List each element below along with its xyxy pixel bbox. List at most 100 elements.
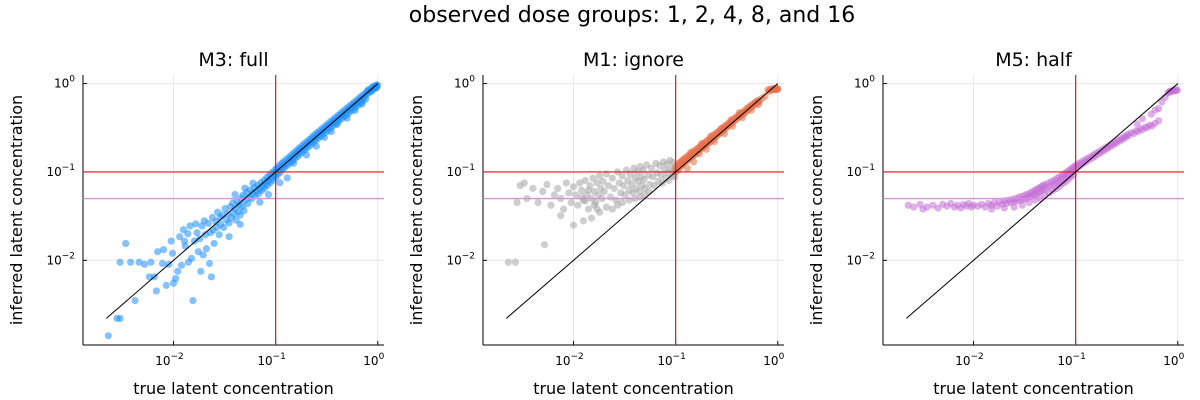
scatter-point — [604, 182, 613, 190]
scatter-point — [1173, 86, 1181, 94]
scatter-point — [126, 258, 135, 266]
scatter-point — [647, 164, 656, 172]
scatter-point — [774, 85, 782, 93]
scatter-point — [513, 198, 521, 207]
scatter-point — [640, 175, 648, 184]
panel-title: M5: half — [995, 49, 1073, 71]
x-tick-label: 10−1 — [657, 352, 686, 368]
identity-line — [906, 83, 1179, 319]
x-axis-label: true latent concentration — [133, 379, 334, 398]
scatter-point — [595, 172, 604, 180]
scatter-point — [610, 184, 618, 193]
scatter-point — [152, 287, 160, 295]
scatter-point — [560, 205, 568, 213]
x-tick-label: 100 — [763, 352, 784, 368]
y-axis-label: inferred latent concentration — [7, 95, 26, 325]
x-tick-label: 100 — [1163, 352, 1184, 368]
scatter-point — [576, 179, 584, 187]
scatter-point — [702, 145, 711, 153]
scatter-point — [145, 273, 153, 281]
scatter-point — [351, 106, 359, 115]
scatter-point — [241, 184, 249, 192]
scatter-point — [204, 219, 213, 227]
scatter-point — [162, 281, 170, 289]
y-tick-label: 10−1 — [446, 163, 475, 179]
scatter-point — [602, 203, 611, 211]
x-axis-label: true latent concentration — [933, 379, 1134, 398]
scatter-point — [240, 207, 248, 215]
scatter-point — [683, 164, 691, 172]
scatter-point — [562, 179, 570, 187]
scatter-point — [174, 267, 182, 275]
x-tick-label: 10−2 — [955, 352, 984, 368]
scatter-point — [147, 258, 155, 266]
scatter-point — [577, 186, 586, 194]
scatter-point — [686, 149, 695, 157]
scatter-point — [572, 191, 580, 199]
scatter-point — [276, 179, 284, 187]
scatter-point — [158, 259, 167, 268]
scatter-point — [176, 233, 184, 241]
scatter-point — [333, 120, 341, 128]
y-axis-label: inferred latent concentration — [807, 95, 826, 325]
identity-line — [106, 83, 379, 319]
scatter-point — [569, 183, 578, 191]
scatter-point — [1025, 198, 1033, 207]
scatter-point — [550, 191, 558, 199]
scatter-point — [635, 187, 643, 196]
scatter-point — [707, 132, 715, 140]
scatter-point — [1138, 115, 1146, 123]
x-tick-label: 10−1 — [1057, 352, 1086, 368]
scatter-points — [904, 86, 1181, 213]
scatter-point — [676, 159, 684, 167]
scatter-point — [371, 83, 380, 91]
scatter-point — [220, 223, 228, 232]
scatter-point — [695, 150, 703, 158]
scatter-point — [720, 130, 728, 138]
scatter-point — [1133, 120, 1141, 128]
scatter-point — [1155, 117, 1163, 125]
y-tick-label: 100 — [854, 75, 875, 91]
scatter-point — [302, 151, 311, 159]
scatter-point — [1010, 203, 1018, 211]
scatter-point — [504, 258, 512, 266]
scatter-point — [225, 219, 233, 227]
scatter-point — [358, 100, 366, 108]
scatter-point — [243, 200, 252, 208]
scatter-point — [205, 259, 214, 268]
scatter-point — [618, 198, 626, 207]
scatter-point — [199, 251, 207, 259]
scatter-point — [140, 260, 149, 268]
scatter-point — [608, 205, 616, 213]
scatter-point — [755, 100, 763, 109]
scatter-point — [557, 212, 565, 220]
scatter-point — [225, 233, 233, 241]
panel-title: M1: ignore — [583, 49, 684, 71]
scatter-point — [192, 220, 200, 228]
scatter-point — [236, 220, 244, 228]
scatter-point — [116, 258, 124, 266]
y-tick-label: 10−2 — [846, 251, 875, 267]
y-tick-label: 100 — [54, 75, 75, 91]
scatter-point — [584, 205, 593, 213]
scatter-point — [160, 246, 168, 254]
scatter-point — [172, 275, 180, 283]
scatter-point — [923, 203, 931, 211]
scatter-point — [187, 254, 196, 263]
scatter-point — [189, 296, 197, 305]
scatter-point — [195, 235, 204, 243]
scatter-point — [135, 258, 143, 266]
scatter-point — [910, 203, 918, 211]
scatter-point — [547, 201, 555, 209]
scatter-point — [154, 248, 162, 256]
scatter-point — [197, 267, 205, 275]
scatter-point — [569, 221, 578, 229]
scatter-point — [645, 187, 653, 196]
y-tick-label: 10−1 — [46, 163, 75, 179]
scatter-point — [608, 174, 616, 182]
scatter-point — [327, 128, 335, 136]
panel-2: 10−2 10−2 10−1 10−1 100 100 M1: ignore true lat… — [407, 49, 785, 398]
scatter-point — [177, 261, 186, 269]
scatter-point — [904, 201, 912, 209]
